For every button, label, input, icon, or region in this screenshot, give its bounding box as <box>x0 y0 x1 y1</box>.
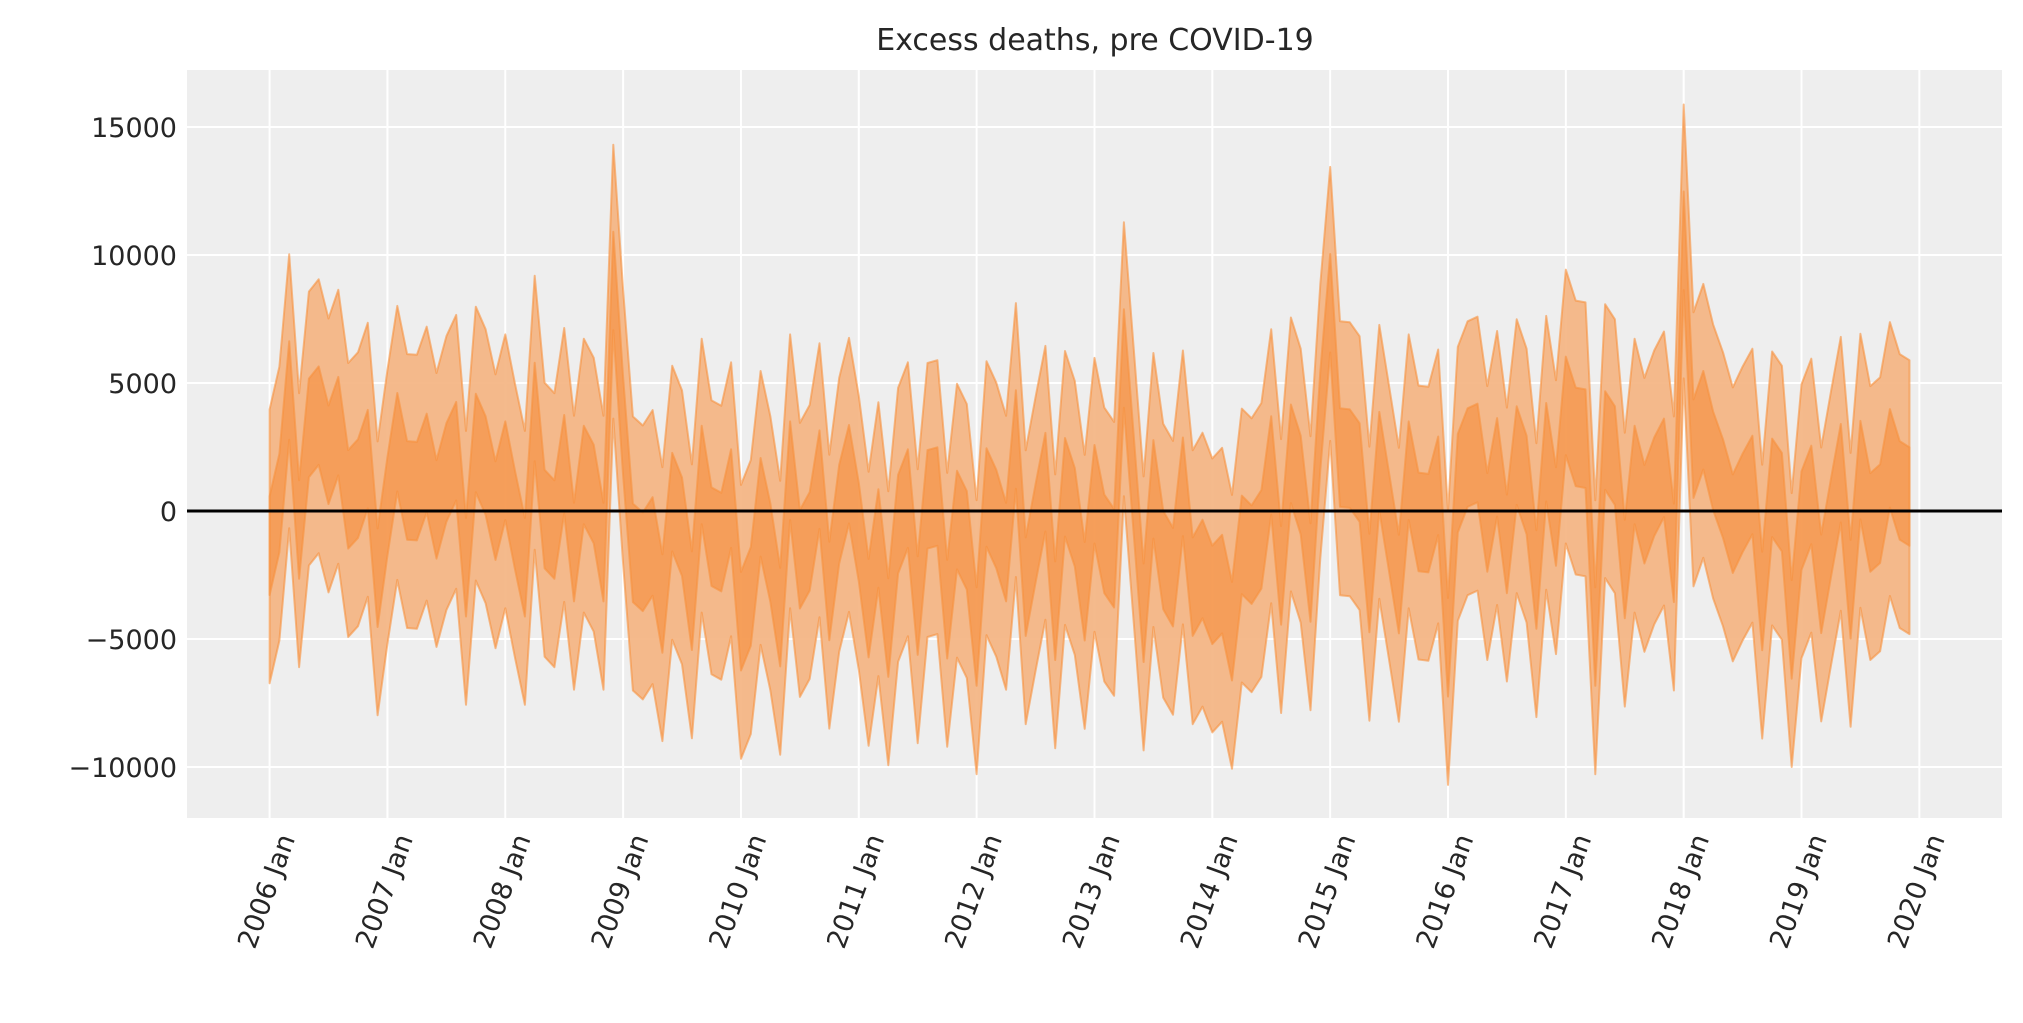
inner-hdi-band <box>268 190 1911 698</box>
x-tick-label: 2009 Jan <box>586 830 656 952</box>
x-axis-ticks: 2006 Jan 2007 Jan 2008 Jan 2009 Jan 2010 Jan… <box>232 830 1952 952</box>
x-tick-label: 2013 Jan <box>1057 830 1127 952</box>
x-tick-label: 2020 Jan <box>1882 830 1952 952</box>
y-tick-label: 0 <box>160 497 177 528</box>
x-tick-label: 2012 Jan <box>939 830 1009 952</box>
y-tick-label: −10000 <box>68 753 177 784</box>
outer-hdi-band <box>268 103 1911 786</box>
x-tick-label: 2016 Jan <box>1411 830 1481 952</box>
y-tick-label: 10000 <box>91 241 177 272</box>
x-tick-label: 2010 Jan <box>703 830 773 952</box>
y-tick-label: 15000 <box>91 113 177 144</box>
x-tick-label: 2015 Jan <box>1293 830 1363 952</box>
x-tick-label: 2011 Jan <box>821 830 891 952</box>
y-axis-ticks: −10000 −5000 0 5000 10000 15000 <box>68 113 177 784</box>
y-tick-label: −5000 <box>86 625 177 656</box>
x-tick-label: 2006 Jan <box>232 830 302 952</box>
hdi-bands <box>268 103 1911 786</box>
x-tick-label: 2008 Jan <box>468 830 538 952</box>
x-tick-label: 2017 Jan <box>1528 830 1598 952</box>
chart-title: Excess deaths, pre COVID-19 <box>876 23 1314 58</box>
x-tick-label: 2018 Jan <box>1646 830 1716 952</box>
x-tick-label: 2007 Jan <box>350 830 420 952</box>
y-tick-label: 5000 <box>108 369 177 400</box>
x-tick-label: 2014 Jan <box>1175 830 1245 952</box>
x-tick-label: 2019 Jan <box>1764 830 1834 952</box>
